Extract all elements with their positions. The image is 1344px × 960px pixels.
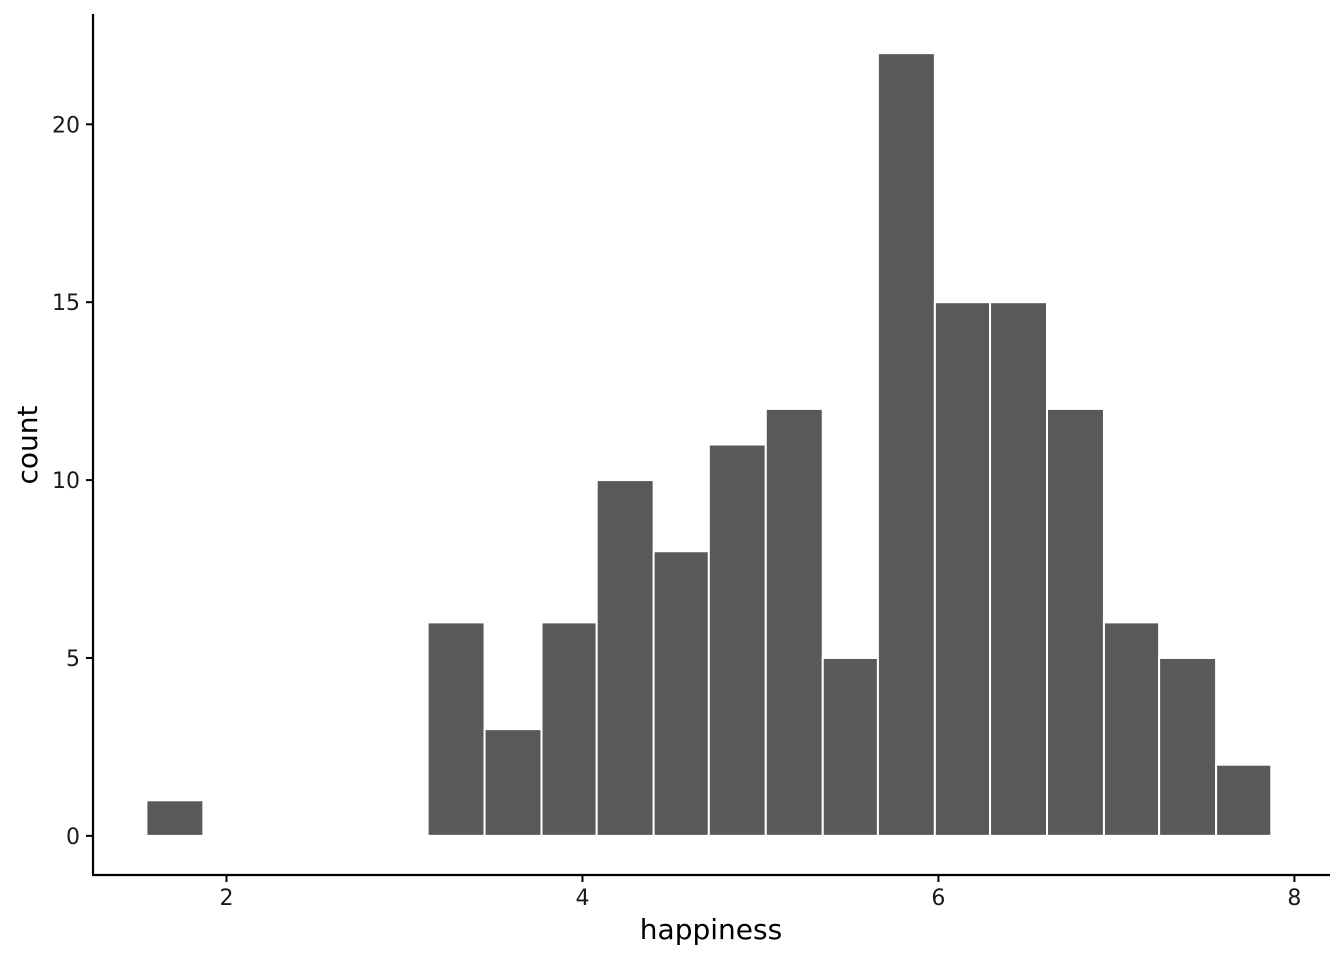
x-tick-label-2: 6 [931, 886, 945, 911]
histogram-bar-15 [1215, 763, 1273, 837]
histogram-bar-11 [989, 301, 1049, 837]
histogram-bar-1 [426, 621, 486, 837]
histogram-bar-5 [652, 550, 710, 837]
histogram-bar-2 [483, 728, 543, 837]
histogram-bar-10 [933, 301, 992, 837]
histogram-bar-8 [821, 656, 879, 837]
x-axis-title: happiness [640, 913, 782, 946]
histogram-bar-9 [876, 52, 936, 837]
y-axis-ticks: 0 5 10 15 20 [52, 113, 93, 850]
histogram-bar-4 [595, 479, 655, 837]
x-tick-label-0: 2 [219, 886, 233, 911]
x-tick-label-1: 4 [575, 886, 589, 911]
y-axis-title: count [11, 405, 44, 484]
histogram-bar-6 [707, 443, 767, 837]
bars [145, 52, 1273, 837]
y-tick-label-1: 5 [66, 647, 80, 672]
histogram-bar-3 [540, 621, 598, 837]
histogram-bar-12 [1046, 407, 1105, 837]
y-tick-label-0: 0 [66, 825, 80, 850]
x-tick-label-3: 8 [1287, 886, 1301, 911]
histogram-bar-14 [1158, 656, 1218, 837]
histogram-bar-0 [145, 799, 205, 837]
histogram-bar-13 [1102, 621, 1161, 837]
histogram-bar-7 [764, 407, 824, 837]
x-axis-ticks: 2 4 6 8 [219, 875, 1301, 911]
y-tick-label-4: 20 [52, 113, 80, 138]
y-tick-label-3: 15 [52, 291, 80, 316]
y-tick-label-2: 10 [52, 469, 80, 494]
